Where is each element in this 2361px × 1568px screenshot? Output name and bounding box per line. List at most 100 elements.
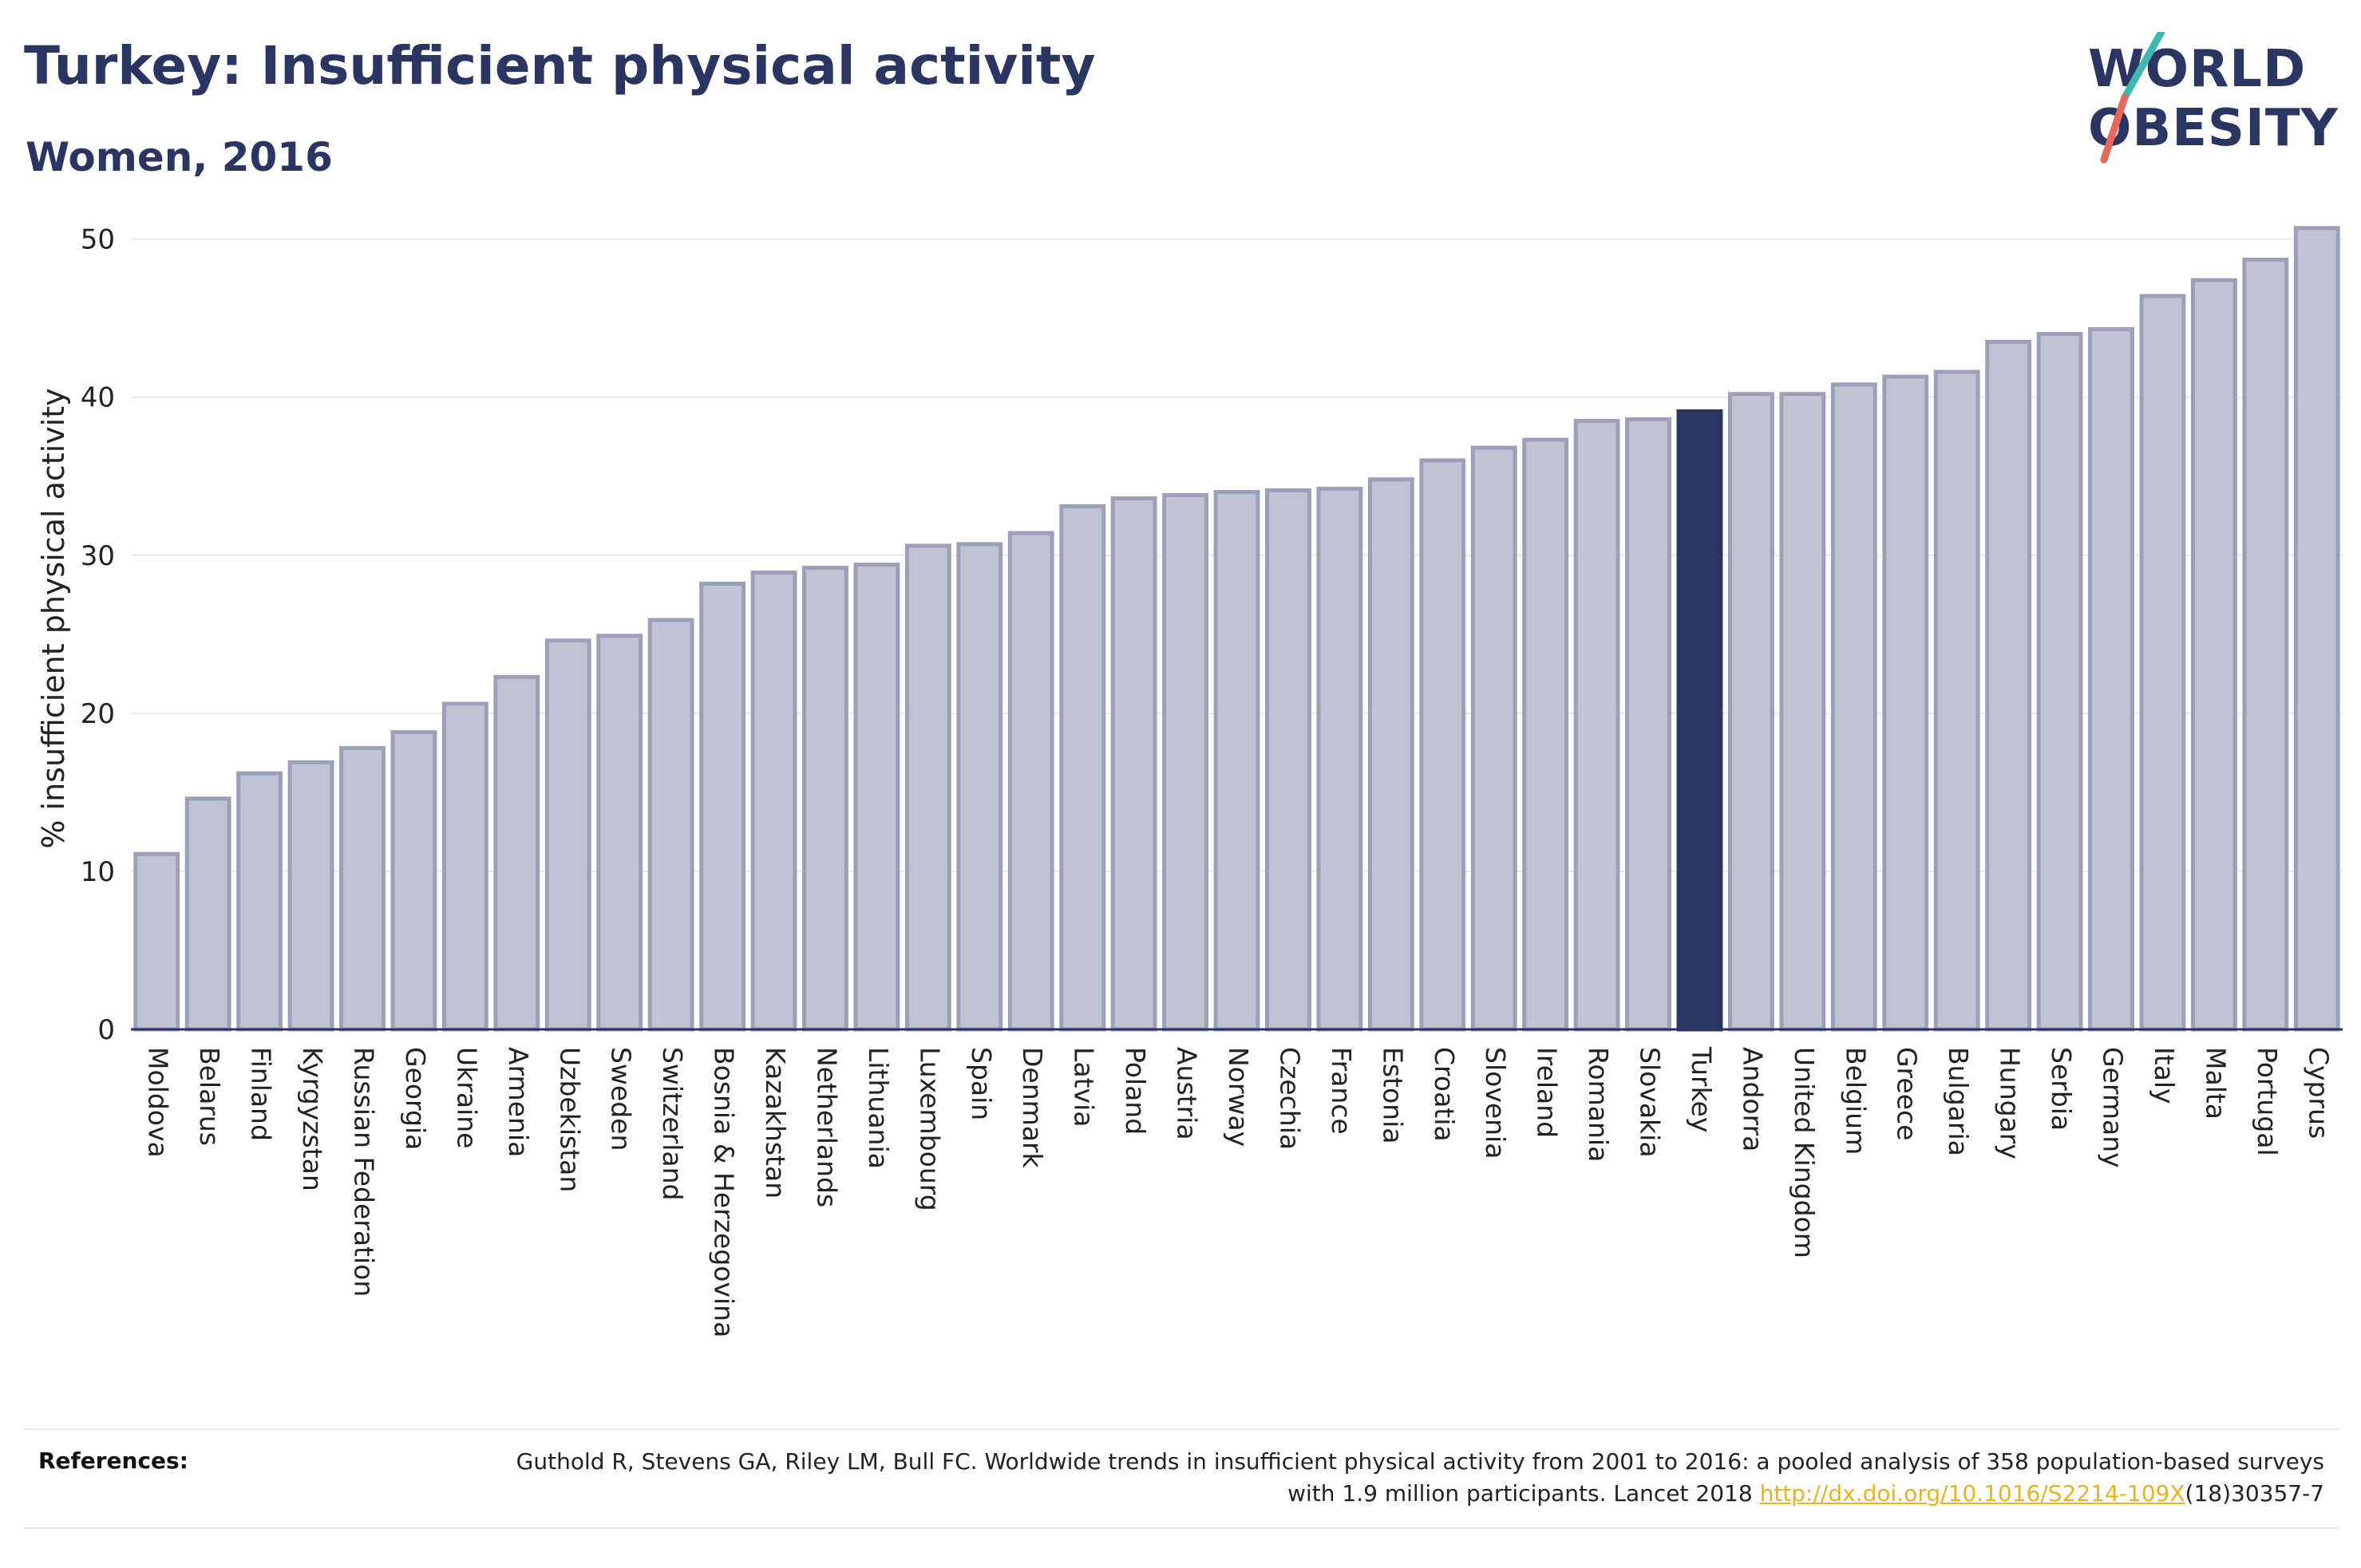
chart-subtitle: Women, 2016 (26, 134, 333, 180)
bar-chart: 0 10 20 30 40 50 Moldova Belarus Finland Kyrgyzst… (36, 224, 2343, 1337)
y-tick-label: 50 (81, 224, 115, 256)
x-tick-label: Poland (1120, 1047, 1151, 1135)
bar-switzerland (647, 618, 694, 1032)
bar-norway (1213, 490, 1260, 1032)
x-tick-label: Slovenia (1480, 1047, 1511, 1159)
bar-greece (1882, 374, 1929, 1032)
bar-bulgaria (1933, 369, 1980, 1032)
x-tick-label: Portugal (2252, 1047, 2283, 1156)
y-tick-label: 20 (81, 698, 115, 730)
references-doi-link[interactable]: http://dx.doi.org/10.1016/S2214-109X (1759, 1480, 2185, 1507)
x-tick-label: Italy (2149, 1047, 2180, 1104)
bar-france (1316, 487, 1363, 1032)
bar-sweden (596, 634, 643, 1032)
logo-line-2: OBESITY (2088, 99, 2339, 158)
x-tick-label: Estonia (1377, 1047, 1408, 1143)
bar-luxembourg (904, 543, 951, 1032)
x-tick-label: Greece (1892, 1047, 1923, 1140)
bar-ireland (1522, 437, 1569, 1032)
references-section: References: Guthold R, Stevens GA, Riley… (24, 1428, 2339, 1529)
bar-czechia (1265, 488, 1311, 1032)
x-tick-label: Spain (966, 1047, 997, 1120)
y-axis-label: % insufficient physical activity (36, 388, 71, 848)
bar-turkey (1676, 409, 1723, 1032)
bar-germany (2088, 327, 2134, 1032)
bar-belarus (184, 796, 231, 1032)
bar-armenia (493, 674, 540, 1032)
x-tick-label: Malta (2200, 1047, 2231, 1120)
x-tick-label: Lithuania (863, 1047, 894, 1169)
x-tick-label: Russian Federation (348, 1047, 379, 1297)
y-tick-label: 40 (81, 382, 115, 414)
bar-latvia (1059, 504, 1106, 1032)
x-tick-label: Latvia (1069, 1047, 1100, 1127)
x-tick-label: Georgia (400, 1047, 431, 1150)
x-tick-label: Belarus (194, 1047, 225, 1146)
logo-slash-teal (2121, 32, 2165, 101)
bar-hungary (1985, 339, 2032, 1032)
x-tick-label: Czechia (1274, 1047, 1305, 1150)
bar-russian-federation (339, 745, 386, 1032)
y-tick-label: 10 (81, 856, 115, 888)
x-tick-label: Uzbekistan (554, 1047, 585, 1192)
world-obesity-logo: WORLD OBESITY (2088, 32, 2339, 164)
bar-malta (2190, 278, 2237, 1032)
x-tick-label: Germany (2098, 1047, 2129, 1168)
x-tick-label: Norway (1223, 1047, 1254, 1147)
x-tick-label: France (1326, 1047, 1357, 1135)
bar-lithuania (853, 563, 900, 1032)
bar-andorra (1727, 392, 1774, 1032)
x-tick-label: Croatia (1429, 1047, 1460, 1142)
x-tick-label: Austria (1172, 1047, 1203, 1140)
x-tick-label: Switzerland (657, 1047, 688, 1201)
x-tick-label: Bulgaria (1943, 1047, 1974, 1156)
bar-denmark (1007, 531, 1054, 1032)
y-tick-label: 30 (81, 540, 115, 572)
x-tick-label: Slovakia (1635, 1047, 1666, 1158)
bar-bosnia-herzegovina (699, 581, 746, 1032)
references-citation: Guthold R, Stevens GA, Riley LM, Bull FC… (516, 1448, 2324, 1507)
bar-kyrgyzstan (287, 760, 334, 1032)
bar-estonia (1367, 477, 1414, 1032)
bar-romania (1573, 418, 1620, 1032)
x-tick-label: Romania (1583, 1047, 1614, 1162)
bar-slovenia (1470, 445, 1517, 1032)
x-tick-label: Belgium (1840, 1047, 1871, 1155)
x-tick-label: Turkey (1686, 1046, 1717, 1132)
x-tick-label: United Kingdom (1789, 1047, 1820, 1258)
chart-title: Turkey: Insufficient physical activity (24, 35, 1096, 97)
x-tick-label: Luxembourg (914, 1047, 945, 1211)
bar-kazakhstan (750, 571, 797, 1032)
bar-finland (236, 771, 283, 1032)
bar-belgium (1830, 382, 1877, 1032)
bar-austria (1162, 493, 1208, 1032)
y-tick-label: 0 (97, 1014, 115, 1046)
bar-spain (956, 542, 1003, 1032)
x-tick-label: Bosnia & Herzegovina (709, 1047, 740, 1337)
x-tick-label: Hungary (1995, 1047, 2026, 1159)
x-tick-label: Armenia (503, 1047, 534, 1157)
x-tick-label: Ireland (1532, 1047, 1563, 1138)
x-tick-label: Serbia (2046, 1047, 2077, 1131)
references-suffix: (18)30357-7 (2185, 1480, 2324, 1507)
logo-slash-coral (2100, 93, 2129, 164)
bar-poland (1110, 496, 1157, 1032)
bar-cyprus (2293, 226, 2340, 1032)
bar-uzbekistan (544, 638, 591, 1032)
x-tick-label: Sweden (606, 1047, 637, 1151)
references-text: Guthold R, Stevens GA, Riley LM, Bull FC… (488, 1446, 2324, 1510)
references-label: References: (38, 1448, 188, 1474)
x-tick-label: Kazakhstan (760, 1047, 791, 1199)
bar-united-kingdom (1779, 392, 1826, 1032)
x-tick-label: Finland (246, 1047, 277, 1141)
bar-croatia (1419, 458, 1466, 1032)
bar-portugal (2242, 257, 2289, 1032)
bar-slovakia (1625, 417, 1671, 1032)
x-tick-label: Cyprus (2303, 1047, 2334, 1139)
x-tick-label: Denmark (1017, 1047, 1048, 1169)
bar-serbia (2036, 331, 2083, 1032)
bar-ukraine (441, 701, 488, 1032)
bar-georgia (390, 730, 437, 1032)
bar-moldova (133, 851, 180, 1032)
bar-netherlands (802, 566, 848, 1032)
